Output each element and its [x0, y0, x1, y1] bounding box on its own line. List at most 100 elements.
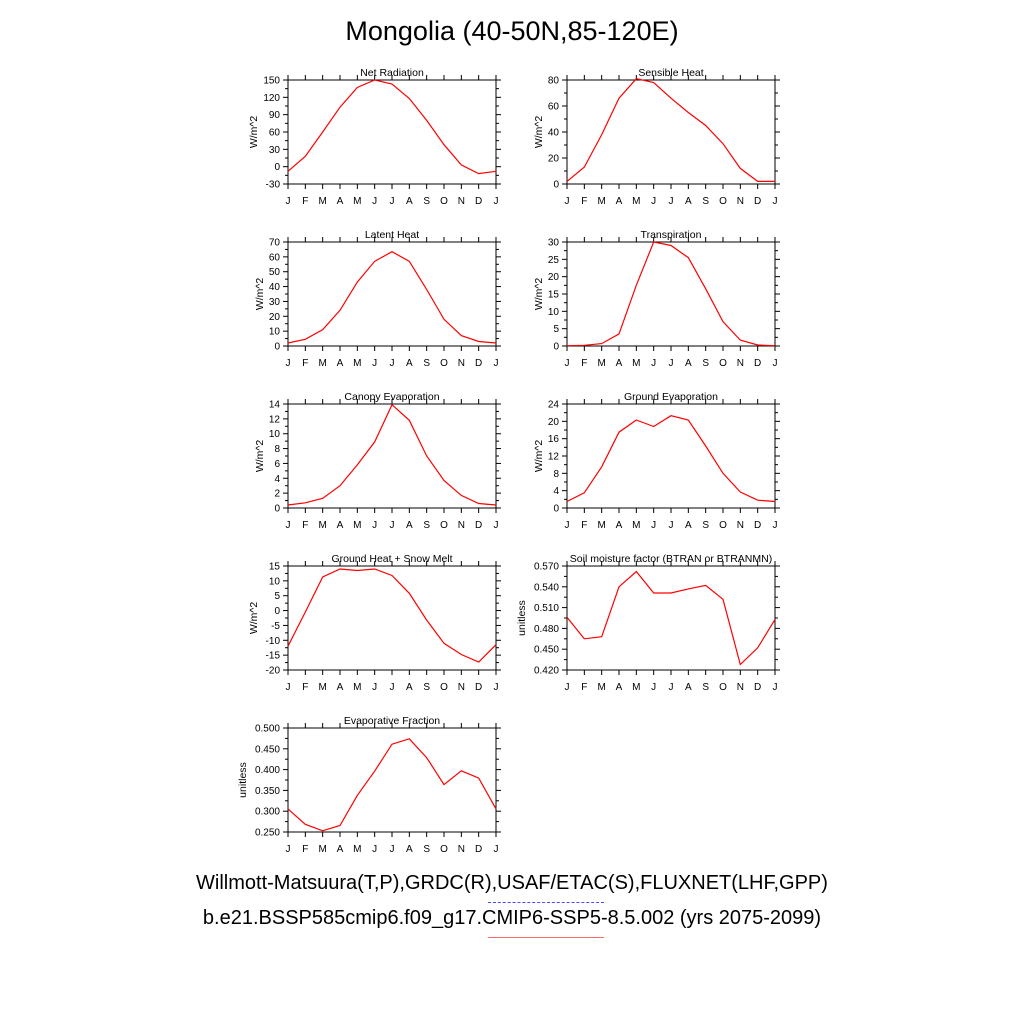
panel-ground-heat-snow-melt: Ground Heat + Snow Melt -20 -15 -10 -5 0 5 10 15…	[248, 553, 501, 693]
y-tick-label: 0.250	[255, 828, 280, 839]
plot-frame	[287, 403, 497, 509]
y-tick-label: -30	[266, 180, 281, 191]
x-tick-label: J	[494, 358, 499, 369]
x-tick-label: J	[565, 358, 570, 369]
series-line	[566, 78, 775, 182]
x-tick-label: O	[719, 196, 727, 207]
x-tick-label: S	[423, 844, 430, 855]
plot-frame	[566, 79, 776, 185]
y-tick-label: 20	[548, 154, 560, 165]
x-tick-label: J	[494, 520, 499, 531]
x-tick-label: A	[616, 682, 623, 693]
x-tick-label: A	[337, 358, 344, 369]
x-tick-label: N	[458, 196, 465, 207]
x-tick-label: A	[685, 520, 692, 531]
x-tick-label: J	[390, 358, 395, 369]
x-tick-label: M	[597, 196, 605, 207]
y-axis-label: W/m^2	[254, 440, 266, 473]
y-tick-label: -20	[266, 666, 281, 677]
x-tick-label: F	[302, 844, 308, 855]
x-tick-label: J	[372, 520, 377, 531]
x-tick-label: O	[440, 358, 448, 369]
x-tick-label: M	[597, 358, 605, 369]
x-tick-label: M	[632, 358, 640, 369]
x-tick-label: A	[616, 358, 623, 369]
x-tick-label: O	[719, 358, 727, 369]
x-tick-label: J	[669, 520, 674, 531]
x-tick-label: J	[286, 520, 291, 531]
x-tick-label: D	[475, 844, 482, 855]
x-tick-label: J	[372, 358, 377, 369]
y-tick-label: 20	[269, 312, 281, 323]
y-axis-label: unitless	[516, 600, 528, 636]
y-tick-label: 30	[548, 238, 560, 249]
series-line	[287, 568, 497, 663]
x-tick-label: M	[353, 196, 361, 207]
x-tick-label: J	[565, 196, 570, 207]
x-tick-label: J	[669, 682, 674, 693]
x-tick-label: F	[581, 520, 587, 531]
x-tick-label: J	[651, 358, 656, 369]
x-tick-label: J	[286, 682, 291, 693]
series-line	[566, 570, 776, 666]
x-tick-label: J	[494, 682, 499, 693]
y-tick-label: 90	[269, 110, 281, 121]
x-tick-label: J	[773, 358, 778, 369]
x-tick-label: F	[581, 196, 587, 207]
y-tick-label: 8	[553, 469, 559, 480]
x-tick-label: S	[702, 520, 709, 531]
x-tick-label: O	[440, 520, 448, 531]
plot-frame	[566, 403, 776, 509]
x-tick-label: J	[669, 196, 674, 207]
series-line	[566, 241, 776, 347]
y-tick-label: 12	[269, 414, 281, 425]
y-tick-label: 0	[553, 504, 559, 515]
x-tick-label: O	[719, 682, 727, 693]
x-tick-label: D	[754, 682, 761, 693]
x-tick-label: M	[353, 844, 361, 855]
x-tick-label: N	[737, 682, 744, 693]
y-axis-label: W/m^2	[533, 116, 545, 149]
x-tick-label: D	[475, 358, 482, 369]
panel-title: Ground Heat + Snow Melt	[331, 553, 452, 565]
x-tick-label: M	[353, 358, 361, 369]
x-tick-label: A	[337, 196, 344, 207]
x-tick-label: S	[423, 682, 430, 693]
x-tick-label: D	[475, 196, 482, 207]
y-tick-label: 0.510	[534, 603, 559, 614]
x-tick-label: O	[440, 844, 448, 855]
x-tick-label: D	[475, 520, 482, 531]
x-tick-label: J	[390, 196, 395, 207]
series-line	[287, 403, 497, 506]
y-tick-label: 0	[553, 342, 559, 353]
y-tick-label: 15	[548, 290, 560, 301]
legend-model-label: b.e21.BSSP585cmip6.f09_g17.CMIP6-SSP5-8.…	[202, 907, 822, 929]
panel-title: Ground Evaporation	[624, 391, 718, 403]
x-tick-label: J	[372, 196, 377, 207]
y-axis-label: W/m^2	[248, 116, 260, 149]
x-tick-label: N	[458, 520, 465, 531]
y-tick-label: 0.500	[255, 724, 280, 735]
x-tick-label: S	[423, 520, 430, 531]
x-tick-label: A	[406, 844, 413, 855]
series-line	[287, 79, 497, 175]
panel-soil-moisture-factor-btran-or-btranmn: Soil moisture factor (BTRAN or BTRANMN) 0…	[516, 553, 780, 693]
figure-title: Mongolia (40-50N,85-120E)	[345, 16, 679, 46]
x-tick-label: M	[632, 196, 640, 207]
y-tick-label: 10	[269, 429, 281, 440]
x-tick-label: J	[390, 844, 395, 855]
x-tick-label: S	[702, 358, 709, 369]
y-tick-label: -15	[266, 651, 281, 662]
panel-title: Net Radiation	[360, 67, 424, 79]
x-tick-label: S	[702, 196, 709, 207]
x-tick-label: M	[318, 358, 326, 369]
y-axis-label: W/m^2	[533, 278, 545, 311]
x-tick-label: J	[773, 682, 778, 693]
x-tick-label: J	[669, 358, 674, 369]
panel-evaporative-fraction: Evaporative Fraction 0.250 0.300 0.350 0.400…	[237, 715, 501, 855]
panel-title: Transpiration	[641, 229, 702, 241]
x-tick-label: F	[302, 682, 308, 693]
